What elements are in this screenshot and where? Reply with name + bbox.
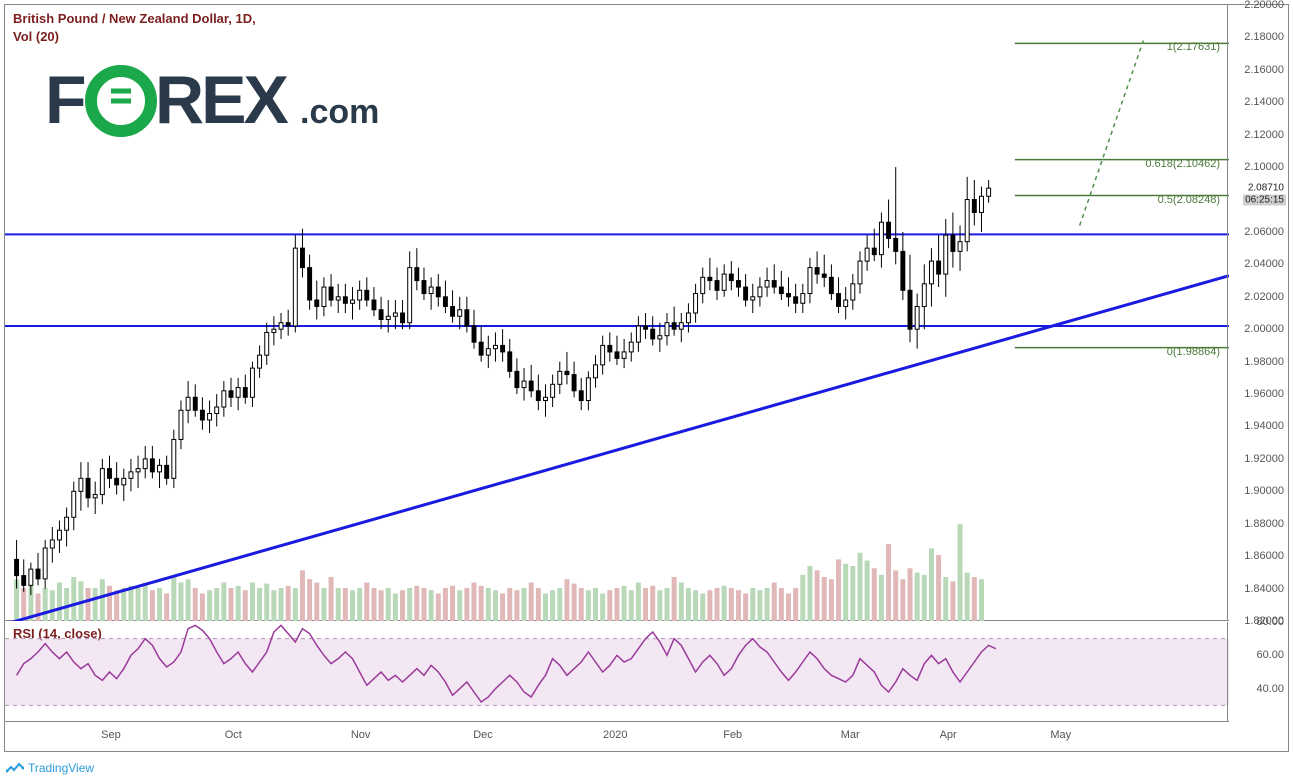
price-tick: 1.86000 [1244,550,1284,562]
time-tick: Mar [841,729,860,741]
rsi-chart-svg [5,622,1229,722]
rsi-tick: 40.00 [1256,683,1284,695]
rsi-tick: 80.00 [1256,616,1284,628]
time-tick: Dec [473,729,493,741]
current-price-badge: 2.08710 [1246,183,1286,194]
rsi-axis: 80.0060.0040.00 [1227,622,1288,722]
price-tick: 2.20000 [1244,0,1284,11]
price-tick: 1.92000 [1244,453,1284,465]
price-tick: 1.84000 [1244,583,1284,595]
price-tick: 2.12000 [1244,129,1284,141]
time-tick: Oct [225,729,242,741]
price-tick: 2.04000 [1244,258,1284,270]
price-tick: 2.14000 [1244,96,1284,108]
price-tick: 1.94000 [1244,420,1284,432]
time-tick: Feb [723,729,742,741]
price-tick: 2.00000 [1244,323,1284,335]
time-tick: 2020 [603,729,627,741]
tradingview-badge[interactable]: TradingView [6,761,94,775]
price-tick: 2.02000 [1244,291,1284,303]
price-chart-svg [5,5,1229,621]
chart-frame: British Pound / New Zealand Dollar, 1D, … [4,4,1289,752]
price-tick: 1.96000 [1244,388,1284,400]
time-tick: Sep [101,729,121,741]
fib-label: 0(1.98864) [1167,346,1220,358]
tradingview-label: TradingView [28,761,94,775]
price-tick: 1.90000 [1244,485,1284,497]
rsi-tick: 60.00 [1256,649,1284,661]
price-tick: 2.16000 [1244,64,1284,76]
fib-label: 0.618(2.10462) [1145,158,1220,170]
fib-label: 0.5(2.08248) [1158,194,1220,206]
time-tick: Nov [351,729,371,741]
price-tick: 2.18000 [1244,31,1284,43]
countdown-badge: 06:25:15 [1243,195,1286,206]
price-tick: 2.10000 [1244,161,1284,173]
price-tick: 2.06000 [1244,226,1284,238]
price-tick: 1.98000 [1244,356,1284,368]
fib-label: 1(2.17631) [1167,41,1220,53]
time-tick: Apr [940,729,957,741]
price-tick: 1.88000 [1244,518,1284,530]
rsi-panel[interactable] [5,622,1229,722]
time-axis: Sep Oct Nov Dec 2020 Feb Mar Apr May [5,723,1229,753]
time-tick: May [1050,729,1071,741]
price-axis: 2.200002.180002.160002.140002.120002.100… [1227,5,1288,621]
main-chart-area[interactable] [5,5,1229,621]
